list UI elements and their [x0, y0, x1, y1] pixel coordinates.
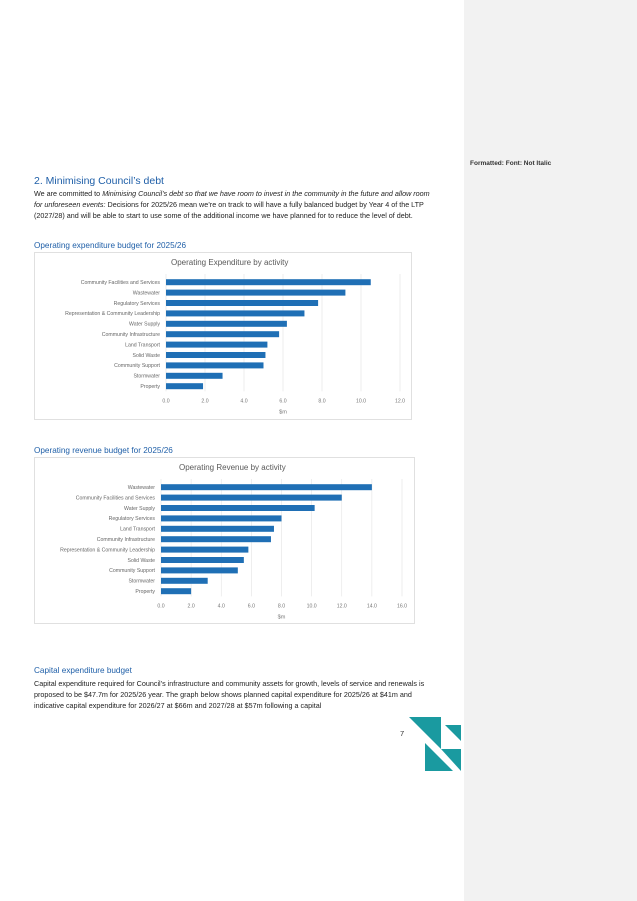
section-heading: 2. Minimising Council’s debt [34, 175, 164, 187]
x-tick-label: 6.0 [248, 603, 255, 609]
category-label: Community Support [109, 568, 155, 574]
category-label: Regulatory Services [109, 516, 156, 522]
x-tick-label: 10.0 [356, 398, 366, 404]
category-label: Community Infrastructure [102, 332, 160, 338]
category-label: Property [140, 384, 160, 390]
bar [161, 588, 192, 595]
bar [166, 289, 346, 296]
bar [161, 577, 208, 584]
bar [166, 300, 319, 306]
council-logo-icon [409, 717, 461, 771]
x-tick-label: 12.0 [395, 398, 405, 404]
opex-chart-title: Operating Expenditure by activity [171, 258, 289, 267]
capex-subheading: Capital expenditure budget [34, 666, 132, 675]
capex-paragraph: Capital expenditure required for Council… [34, 679, 425, 711]
category-label: Property [135, 589, 155, 595]
category-label: Community Facilities and Services [76, 495, 156, 501]
category-label: Land Transport [125, 342, 160, 348]
bar [161, 525, 274, 532]
page-number: 7 [400, 729, 405, 738]
x-tick-label: 12.0 [337, 603, 347, 609]
x-tick-label: 4.0 [218, 603, 225, 609]
bar [166, 372, 223, 379]
comment-label[interactable]: Formatted: Font: Not Italic [470, 160, 552, 167]
bar [161, 484, 372, 491]
para-italic: Minimising Council’s debt so that we hav… [34, 189, 430, 210]
category-label: Land Transport [120, 527, 155, 533]
bar [166, 279, 371, 286]
revenue-chart-title: Operating Revenue by activity [179, 463, 286, 472]
bar [166, 362, 264, 369]
opex-subheading: Operating expenditure budget for 2025/26 [34, 241, 187, 250]
category-label: Wastewater [133, 290, 160, 296]
x-tick-label: 16.0 [397, 603, 407, 609]
x-tick-label: 0.0 [162, 398, 169, 404]
opex-chart-frame: Operating Expenditure by activity 0.0 2.0… [34, 252, 412, 420]
category-label: Community Infrastructure [97, 537, 155, 543]
bar [166, 310, 305, 317]
bar [161, 515, 282, 522]
category-label: Community Facilities and Services [81, 280, 161, 286]
bar [166, 352, 266, 358]
category-label: Representation & Community Leadership [60, 547, 155, 553]
opex-chart: 0.0 2.0 4.0 6.0 8.0 10.0 12.0 Community Facilit… [65, 274, 405, 415]
bar [161, 536, 271, 543]
bar [166, 331, 280, 338]
bar [161, 546, 249, 553]
x-tick-label: 6.0 [279, 398, 286, 404]
bar [161, 567, 238, 574]
x-tick-label: 10.0 [307, 603, 317, 609]
category-label: Solid Waste [133, 353, 161, 359]
category-label: Solid Waste [128, 558, 156, 564]
x-tick-label: 2.0 [201, 398, 208, 404]
x-tick-label: 14.0 [367, 603, 377, 609]
category-label: Stormwater [128, 579, 155, 585]
category-label: Representation & Community Leadership [65, 311, 160, 317]
x-tick-label: 8.0 [318, 398, 325, 404]
x-axis-label: $m [278, 614, 286, 620]
category-label: Water Supply [124, 506, 155, 512]
bar [161, 505, 315, 511]
bar [161, 557, 244, 563]
x-axis-label: $m [279, 409, 287, 415]
bar [166, 341, 268, 348]
category-label: Wastewater [128, 485, 155, 491]
comments-sidebar [464, 0, 637, 901]
bar [161, 494, 342, 501]
para-prefix: We are committed to [34, 189, 103, 198]
bar [166, 320, 287, 327]
para-rest: Decisions for 2025/26 mean we’re on trac… [34, 200, 424, 221]
category-label: Stormwater [133, 374, 160, 380]
revenue-chart-frame: Operating Revenue by activity 0.0 2.0 4.0 6… [34, 457, 415, 624]
category-label: Regulatory Services [114, 301, 161, 307]
x-tick-label: 2.0 [188, 603, 195, 609]
revenue-subheading: Operating revenue budget for 2025/26 [34, 446, 173, 455]
x-tick-label: 4.0 [240, 398, 247, 404]
bar [166, 383, 204, 390]
x-tick-label: 0.0 [157, 603, 164, 609]
section-paragraph: We are committed to Minimising Council’s… [34, 188, 434, 222]
category-label: Water Supply [129, 322, 160, 328]
category-label: Community Support [114, 363, 160, 369]
revenue-chart: 0.0 2.0 4.0 6.0 8.0 10.0 12.0 14.0 16.0 Wastewate… [60, 479, 407, 620]
x-tick-label: 8.0 [278, 603, 285, 609]
